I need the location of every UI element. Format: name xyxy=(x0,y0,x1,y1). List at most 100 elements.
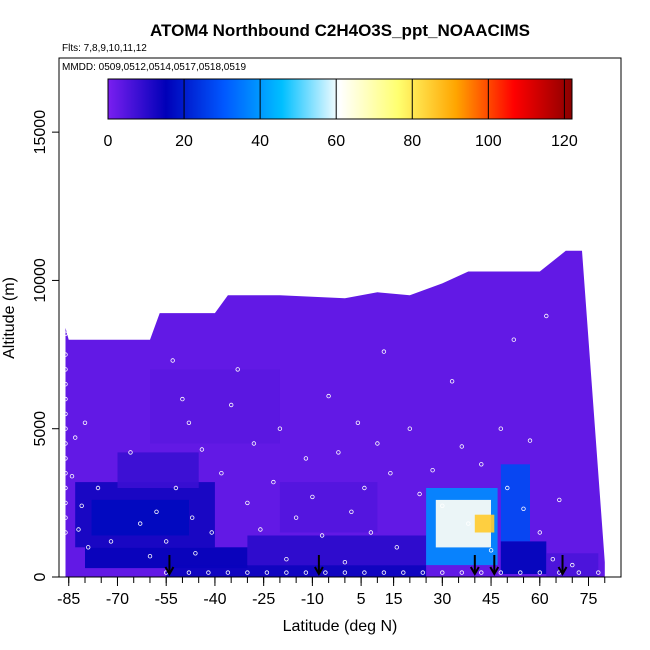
sample-point xyxy=(488,548,494,553)
heat-region-1 xyxy=(91,499,189,536)
sample-point xyxy=(128,450,133,455)
sample-point xyxy=(368,530,374,535)
sample-point xyxy=(326,393,331,399)
colorbar: 0 20 40 60 80 100 120 xyxy=(104,78,578,150)
sample-point xyxy=(310,494,315,500)
sample-points-layer xyxy=(63,313,601,575)
sample-point xyxy=(235,367,240,372)
sample-point xyxy=(95,485,101,491)
flight-arrow-4 xyxy=(557,555,568,577)
colorbar-tick-label: 40 xyxy=(251,133,269,150)
flight-arrow-3 xyxy=(489,555,500,577)
chart-subtitle-dates: MMDD: 0509,0512,0514,0517,0518,0519 xyxy=(62,62,246,73)
sample-point xyxy=(342,570,348,575)
sample-point xyxy=(63,396,68,402)
sample-point xyxy=(479,462,484,467)
sample-point xyxy=(154,509,159,514)
x-tick-label: 5 xyxy=(357,591,366,608)
flight-arrow-head xyxy=(314,566,324,577)
heat-region-8 xyxy=(474,514,495,533)
sample-point xyxy=(63,411,68,417)
sample-point xyxy=(596,570,601,575)
sample-point xyxy=(576,570,581,575)
sample-point xyxy=(82,420,88,425)
y-tick-label: 10000 xyxy=(32,258,49,303)
heat-region-10 xyxy=(500,541,547,574)
y-axis-label: Altitude (m) xyxy=(1,277,18,359)
x-tick-label: 45 xyxy=(482,591,500,608)
sample-point xyxy=(189,515,195,520)
colorbar-tick-label: 20 xyxy=(175,133,193,150)
sample-point xyxy=(394,545,399,550)
sample-point xyxy=(63,515,68,520)
sample-point xyxy=(63,530,68,535)
heat-region-4 xyxy=(166,565,427,577)
flight-arrow-head xyxy=(164,566,175,577)
sample-point xyxy=(303,456,309,461)
sample-point xyxy=(459,444,464,449)
sample-point xyxy=(349,509,354,514)
sample-point xyxy=(449,379,455,384)
sample-point xyxy=(163,539,169,544)
sample-point xyxy=(245,500,250,506)
sample-point xyxy=(407,426,412,431)
sample-point xyxy=(251,441,257,446)
sample-point xyxy=(228,402,234,408)
colorbar-tick-label: 100 xyxy=(475,133,502,150)
sample-point xyxy=(388,471,393,476)
sample-point xyxy=(459,570,464,575)
sample-point xyxy=(550,557,555,562)
sample-point xyxy=(430,468,435,473)
sample-point xyxy=(72,435,78,440)
sample-point xyxy=(284,570,289,575)
sample-point xyxy=(63,382,68,387)
sample-point xyxy=(323,570,328,575)
x-tick-label: -25 xyxy=(252,591,275,608)
sample-point xyxy=(63,426,68,431)
colorbar-gradient xyxy=(107,78,573,120)
flight-arrow-head xyxy=(489,566,500,577)
sample-point xyxy=(225,570,231,575)
sample-point xyxy=(537,570,542,575)
sample-point xyxy=(277,426,283,431)
sample-point xyxy=(284,557,289,562)
x-tick-label: 15 xyxy=(385,591,403,608)
sample-point xyxy=(511,337,516,342)
sample-point xyxy=(63,352,68,357)
colorbar-tick-label: 80 xyxy=(403,133,421,150)
x-tick-label: -85 xyxy=(57,591,80,608)
sample-point xyxy=(362,570,367,575)
sample-point xyxy=(342,560,348,565)
sample-point xyxy=(137,521,143,526)
sample-point xyxy=(63,471,68,476)
heat-region-12 xyxy=(546,553,599,577)
sample-point xyxy=(271,479,276,485)
sample-point xyxy=(319,533,325,538)
x-tick-label: 75 xyxy=(580,591,598,608)
heat-region-9 xyxy=(500,464,530,542)
heat-region-13 xyxy=(150,369,280,444)
sample-point xyxy=(76,527,81,532)
flight-arrows-layer xyxy=(164,555,568,577)
sample-point xyxy=(521,506,526,511)
sample-point xyxy=(518,570,523,575)
sample-point xyxy=(505,485,510,491)
sample-point xyxy=(186,420,192,425)
x-tick-label: -70 xyxy=(106,591,129,608)
y-axis: 0 5000 10000 15000 xyxy=(32,110,59,581)
colorbar-tick-label: 120 xyxy=(551,133,578,150)
sample-point xyxy=(79,503,84,508)
sample-point xyxy=(63,331,68,336)
plot-frame xyxy=(58,57,622,578)
sample-point xyxy=(417,491,422,497)
sample-point xyxy=(401,570,406,575)
sample-point xyxy=(63,367,68,372)
x-axis-label: Latitude (deg N) xyxy=(283,618,398,635)
sample-point xyxy=(258,527,263,532)
sample-point xyxy=(63,500,68,506)
sample-point xyxy=(362,485,367,491)
sample-point xyxy=(336,450,341,455)
sample-point xyxy=(355,420,361,425)
y-tick-label: 5000 xyxy=(32,411,49,447)
flight-arrow-head xyxy=(557,566,568,577)
